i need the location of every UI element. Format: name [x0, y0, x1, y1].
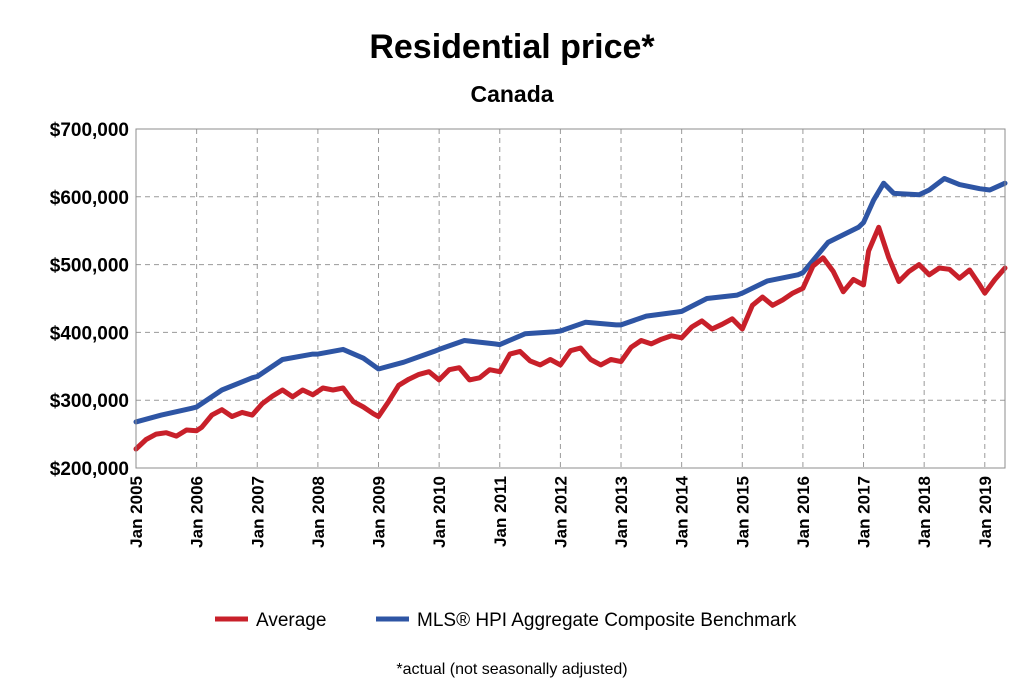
x-tick-label: Jan 2017 — [855, 476, 874, 548]
x-tick-label: Jan 2012 — [551, 476, 570, 548]
legend: Average MLS® HPI Aggregate Composite Ben… — [215, 610, 797, 631]
chart-footnote: *actual (not seasonally adjusted) — [396, 661, 627, 678]
x-tick-label: Jan 2014 — [673, 475, 692, 547]
plot-frame — [135, 128, 1006, 469]
x-tick-label: Jan 2016 — [794, 476, 813, 548]
x-tick-label: Jan 2009 — [370, 476, 389, 548]
x-axis-ticks: Jan 2005 Jan 2006 Jan 2007 Jan 2008 Jan 2009… — [127, 475, 995, 547]
legend-label-average: Average — [256, 610, 326, 631]
y-axis-ticks: $200,000 $300,000 $400,000 $500,000 $600,000… — [50, 120, 129, 480]
y-tick-label: $300,000 — [50, 391, 129, 412]
series-line-mls-hpi — [133, 176, 1008, 425]
x-tick-label: Jan 2006 — [188, 476, 207, 548]
y-tick-label: $400,000 — [50, 323, 129, 344]
legend-label-mls-hpi: MLS® HPI Aggregate Composite Benchmark — [417, 610, 797, 631]
y-tick-label: $600,000 — [50, 188, 129, 209]
chart-subtitle: Canada — [470, 81, 553, 107]
series-layer — [133, 176, 1008, 452]
x-tick-label: Jan 2007 — [248, 476, 267, 548]
y-tick-label: $200,000 — [50, 459, 129, 480]
x-tick-label: Jan 2010 — [430, 476, 449, 548]
x-tick-label: Jan 2011 — [491, 476, 510, 547]
x-tick-label: Jan 2005 — [127, 476, 146, 548]
x-tick-label: Jan 2018 — [915, 476, 934, 548]
x-tick-label: Jan 2013 — [612, 476, 631, 548]
x-tick-label: Jan 2015 — [733, 476, 752, 548]
series-line-average — [133, 224, 1008, 452]
y-tick-label: $500,000 — [50, 256, 129, 277]
grid — [136, 129, 1005, 468]
y-tick-label: $700,000 — [50, 120, 129, 141]
x-tick-label: Jan 2019 — [976, 476, 995, 548]
chart-title: Residential price* — [369, 28, 655, 66]
x-tick-label: Jan 2008 — [309, 476, 328, 548]
